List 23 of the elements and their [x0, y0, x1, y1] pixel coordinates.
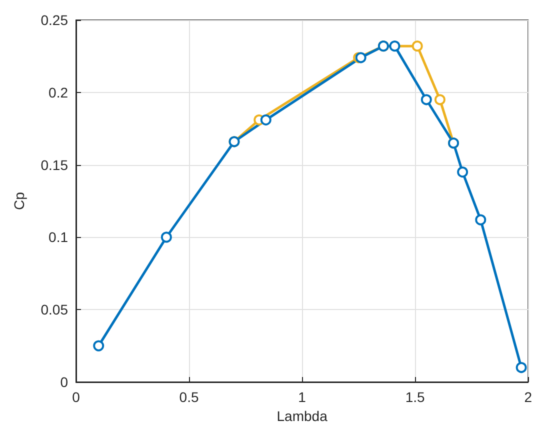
- x-axis-title: Lambda: [276, 408, 328, 424]
- point: [516, 362, 527, 374]
- point: [420, 94, 432, 106]
- point: [457, 166, 468, 178]
- point: [260, 114, 272, 126]
- y-tick-label: 0.25: [40, 12, 68, 28]
- point: [412, 40, 423, 52]
- point: [475, 214, 486, 226]
- y-tick-label: 0.05: [40, 302, 68, 318]
- y-axis-title: Cp: [11, 192, 27, 210]
- x-tick-label: 2: [524, 389, 532, 405]
- x-tick-label: 0: [72, 389, 80, 405]
- point: [389, 40, 400, 52]
- point: [160, 232, 172, 243]
- point: [93, 340, 104, 352]
- x-tick-label: 1: [298, 389, 306, 405]
- x-tick-label: 1.5: [405, 389, 426, 405]
- y-tick-label: 0: [60, 374, 68, 390]
- y-tick-label: 0.2: [48, 84, 68, 100]
- y-tick-label: 0.1: [48, 229, 68, 246]
- x-tick-label: 0.5: [179, 389, 199, 405]
- point: [434, 94, 446, 106]
- y-tick-label: 0.15: [40, 156, 68, 173]
